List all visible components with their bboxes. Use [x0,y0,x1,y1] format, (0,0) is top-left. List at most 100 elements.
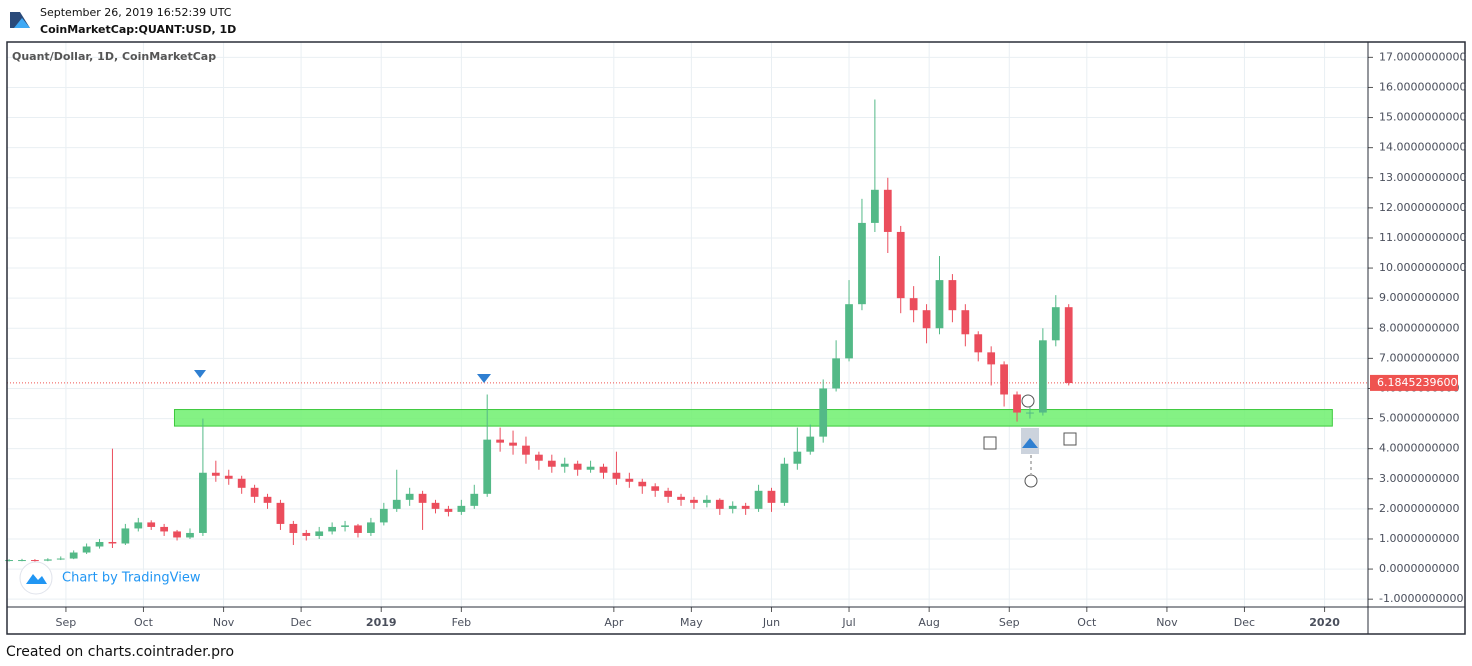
candle-body [754,490,763,509]
candle-body [483,439,492,494]
candle-body [69,552,78,559]
footer: Created on charts.cointrader.pro [6,644,234,660]
logo [14,18,30,28]
candle-body [1026,412,1034,414]
candle-body [638,481,647,487]
candle-body [367,522,375,533]
candle-body [625,478,634,482]
candle-body [43,559,52,561]
chart-title: Quant/Dollar, 1D, CoinMarketCap [12,50,216,63]
candle-body [431,502,440,509]
candle-body [961,310,970,335]
candle-body [599,466,608,473]
candle-body [715,499,724,509]
candle-body [160,526,169,532]
x-tick-label: Nov [213,616,235,629]
y-tick-label: -1.0000000000 [1379,592,1463,605]
candle-body [18,560,26,562]
candle-body [250,487,259,497]
watermark-logo [26,574,47,584]
y-tick-label: 14.0000000000 [1379,141,1466,154]
x-tick-label: Feb [452,616,471,629]
symbol: CoinMarketCap:QUANT:USD, 1D [40,23,236,36]
x-tick-label: Sep [999,616,1020,629]
candle-body [199,472,207,533]
x-tick-label: Dec [1234,616,1255,629]
y-tick-label: 8.0000000000 [1379,321,1459,334]
candle-body [379,508,388,523]
x-tick-label: Oct [1077,616,1097,629]
candle-body [948,280,957,311]
candle-body [496,439,505,443]
last-price-box [1370,374,1458,391]
candle-body [845,304,853,359]
marks [5,99,1368,562]
candle-body [1000,364,1008,395]
x-tick-label: Nov [1156,616,1178,629]
candle-body [1013,394,1021,413]
annotation-circle [1021,394,1035,408]
candle-body [82,546,91,553]
last-price-label: 6.1845239600 [1377,376,1457,389]
candle-body [95,541,104,547]
marker-triangle [477,374,491,383]
candle-body [935,280,944,329]
candle-body [690,499,698,503]
candle-body [728,505,737,509]
candle-body [883,189,892,232]
frame [6,41,1466,635]
candle-body [418,493,427,503]
candle-body [1051,307,1060,341]
candle-body [31,560,39,562]
x-tick-label: May [680,616,703,629]
candle-body [509,442,517,446]
candle-body [470,493,479,506]
candle-body [896,231,905,299]
candle-body [806,436,815,452]
x-tick-label: Sep [56,616,77,629]
y-tick-label: 11.0000000000 [1379,231,1466,244]
y-tick-label: 15.0000000000 [1379,111,1466,124]
candle-body [237,478,246,488]
candle-body [56,558,65,560]
candle-body [121,528,130,544]
y-tick-label: 13.0000000000 [1379,171,1466,184]
candle-body [922,310,931,329]
annotation-box [983,436,997,450]
candle-body [392,499,401,509]
candle-body [108,541,117,544]
x-tick-label: Jun [762,616,780,629]
candle-body [405,493,414,500]
support-zone [173,409,1333,427]
candle-body [987,352,996,365]
candle-body [560,463,569,467]
candle-body [354,525,362,533]
x-tick-label: Apr [604,616,624,629]
candle-body [186,532,194,538]
annotation-circle [1024,474,1038,488]
candle-body [147,522,156,527]
candle-body [522,445,530,455]
candle-body [819,388,828,437]
candle-body [858,222,866,305]
y-tick-label: 9.0000000000 [1379,291,1459,304]
candle-body [341,525,349,527]
y-tick-label: 10.0000000000 [1379,261,1466,274]
candle-body [535,454,543,461]
candle-body [224,475,233,479]
grid [7,42,1373,612]
candle-body [276,502,285,524]
candle-body [767,490,776,503]
candle-body [315,531,324,536]
y-tick-label: 12.0000000000 [1379,201,1466,214]
y-tick-label: 1.0000000000 [1379,532,1459,545]
y-tick-label: 3.0000000000 [1379,472,1459,485]
y-tick-label: 0.0000000000 [1379,562,1459,575]
candle-body [703,499,711,503]
y-tick-label: 17.0000000000 [1379,50,1466,63]
candle-body [1064,307,1073,384]
timestamp: September 26, 2019 16:52:39 UTC [40,6,232,19]
x-tick-label: 2020 [1309,616,1340,629]
candle-body [573,463,582,470]
